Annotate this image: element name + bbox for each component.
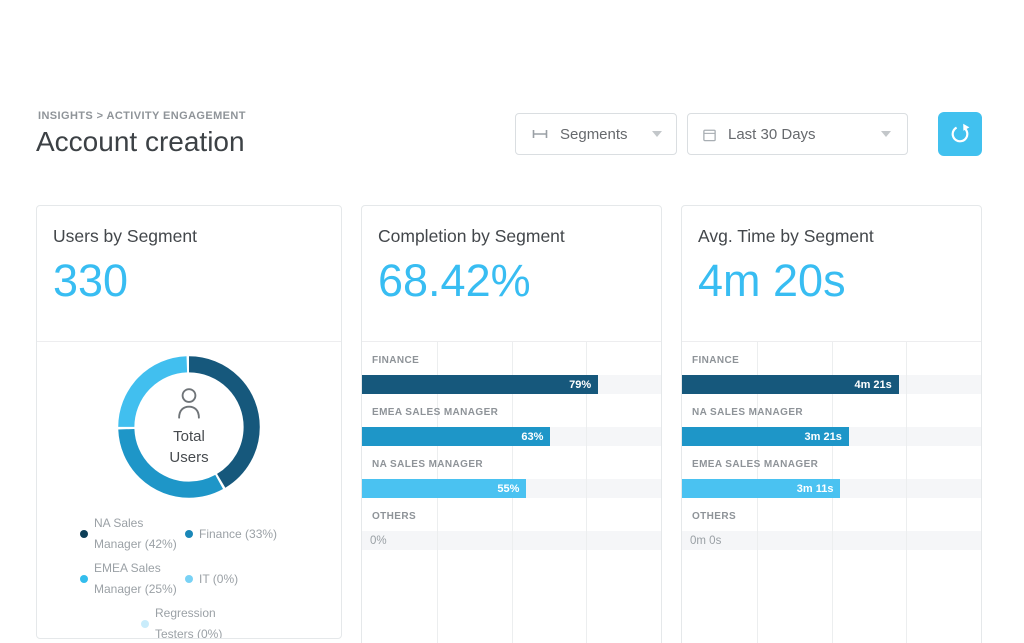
chevron-down-icon (881, 131, 891, 137)
breadcrumb[interactable]: INSIGHTS > ACTIVITY ENGAGEMENT (38, 110, 246, 122)
legend-label: IT (0%) (199, 571, 239, 586)
segments-icon (532, 130, 548, 138)
bar-track: 3m 11s (682, 479, 981, 498)
bar-fill: 3m 21s (682, 427, 849, 446)
gridline (586, 342, 588, 643)
bar-label: FINANCE (372, 355, 420, 366)
chevron-down-icon (652, 131, 662, 137)
users-total-stat: 330 (53, 255, 129, 306)
legend-dot (141, 620, 149, 628)
legend-item-emea-sales-manager: EMEA Sales Manager (25%) (80, 558, 185, 600)
completion-bar-chart: FINANCE 79% EMEA SALES MANAGER 63% NA SA… (362, 342, 661, 643)
bar-fill: 4m 21s (682, 375, 899, 394)
legend-item-finance: Finance (33%) (185, 513, 341, 555)
gridline (906, 342, 908, 643)
card-title: Completion by Segment (378, 226, 565, 246)
donut-center-label: Total Users (169, 428, 209, 466)
completion-by-segment-card: Completion by Segment 68.42% FINANCE 79%… (361, 205, 662, 643)
date-range-dropdown[interactable]: Last 30 Days (687, 113, 908, 155)
legend-dot (185, 530, 193, 538)
bar-value: 3m 21s (804, 431, 842, 443)
bar-value: 55% (497, 483, 520, 495)
avg-time-bar-chart: FINANCE 4m 21s NA SALES MANAGER 3m 21s E… (682, 342, 981, 643)
bar-label: NA SALES MANAGER (692, 407, 804, 418)
legend-item-na-sales-manager: NA Sales Manager (42%) (80, 513, 185, 555)
bar-zero-value: 0% (370, 535, 387, 547)
segments-dropdown[interactable]: Segments (515, 113, 677, 155)
legend-dot (185, 575, 193, 583)
donut-svg (118, 356, 260, 498)
legend-label: NA Sales Manager (42%) (94, 516, 177, 551)
bar-track: 79% (362, 375, 661, 394)
segments-dropdown-label: Segments (560, 125, 628, 143)
bar-track: 63% (362, 427, 661, 446)
completion-stat: 68.42% (378, 255, 531, 306)
legend-label: Regression Testers (0%) (155, 606, 223, 639)
bar-fill: 3m 11s (682, 479, 841, 498)
bar-fill: 55% (362, 479, 527, 498)
bar-fill: 63% (362, 427, 551, 446)
legend-label: EMEA Sales Manager (25%) (94, 561, 177, 596)
bar-value: 63% (521, 431, 544, 443)
bar-zero-value: 0m 0s (690, 535, 722, 547)
person-icon (178, 388, 200, 419)
bar-label: OTHERS (372, 511, 417, 522)
bar-track: 55% (362, 479, 661, 498)
date-range-label: Last 30 Days (728, 125, 816, 143)
bar-label: NA SALES MANAGER (372, 459, 484, 470)
refresh-button[interactable] (938, 112, 982, 156)
card-title: Avg. Time by Segment (698, 226, 874, 246)
bar-label: EMEA SALES MANAGER (692, 459, 819, 470)
bar-row-finance: FINANCE 79% (362, 354, 661, 394)
card-header: Avg. Time by Segment 4m 20s (682, 206, 981, 342)
bar-fill: 79% (362, 375, 599, 394)
users-by-segment-card: Users by Segment 330 Total Users NA (36, 205, 342, 639)
users-donut-chart: Total Users (113, 351, 265, 503)
bar-track: 4m 21s (682, 375, 981, 394)
bar-track: 3m 21s (682, 427, 981, 446)
card-title: Users by Segment (53, 226, 197, 246)
legend-item-it: IT (0%) (185, 558, 341, 600)
legend-dot (80, 575, 88, 583)
bar-label: FINANCE (692, 355, 740, 366)
card-header: Completion by Segment 68.42% (362, 206, 661, 342)
bar-value: 3m 11s (796, 483, 834, 495)
calendar-icon (703, 129, 716, 141)
card-header: Users by Segment 330 (37, 206, 341, 342)
bar-label: EMEA SALES MANAGER (372, 407, 499, 418)
legend-item-regression-testers: Regression Testers (0%) (141, 603, 341, 639)
refresh-icon (951, 123, 970, 143)
page-title: Account creation (36, 126, 245, 157)
avg-time-by-segment-card: Avg. Time by Segment 4m 20s FINANCE 4m 2… (681, 205, 982, 643)
avg-time-stat: 4m 20s (698, 255, 846, 306)
bar-value: 79% (569, 379, 592, 391)
donut-center: Total Users (113, 351, 265, 503)
legend-label: Finance (33%) (199, 526, 278, 541)
bar-label: OTHERS (692, 511, 737, 522)
donut-legend: NA Sales Manager (42%) Finance (33%) EME… (37, 513, 341, 639)
bar-value: 4m 21s (854, 379, 892, 391)
legend-dot (80, 530, 88, 538)
